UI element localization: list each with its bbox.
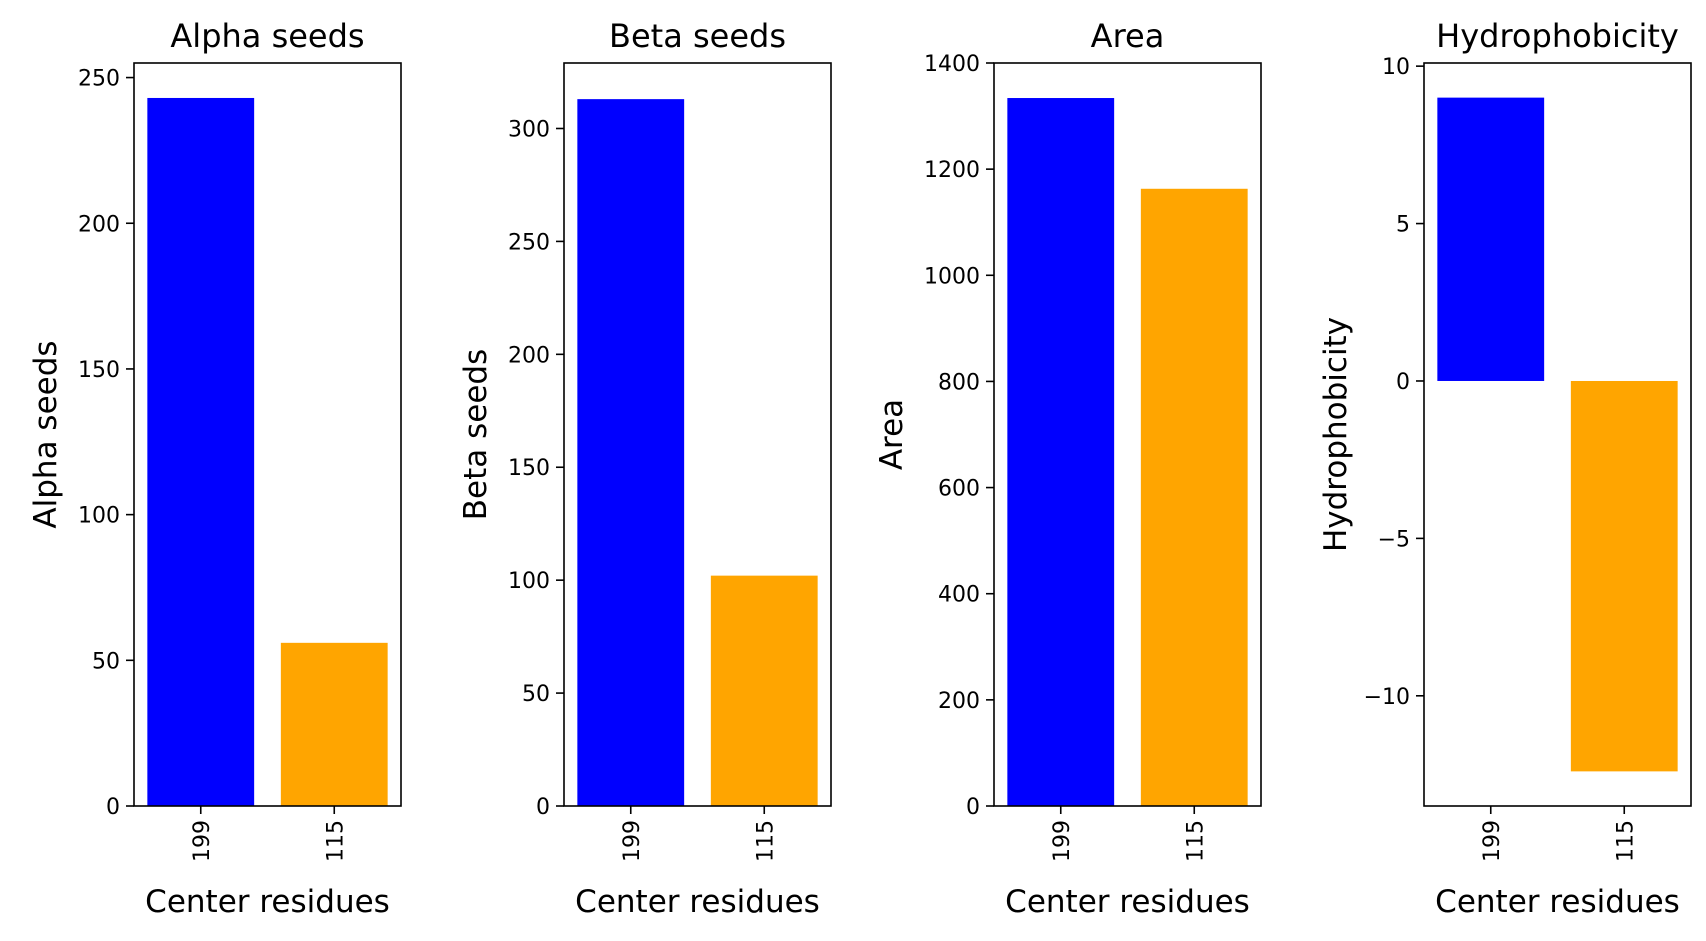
x-tick-label: 115 xyxy=(753,820,778,862)
y-tick-label: −5 xyxy=(1378,527,1410,552)
y-tick-label: 0 xyxy=(106,795,120,820)
bar-199 xyxy=(577,99,685,807)
bar-115 xyxy=(1570,380,1678,772)
x-tick-label: 199 xyxy=(1480,820,1505,862)
y-tick-label: 100 xyxy=(78,504,120,529)
y-tick-label: 200 xyxy=(508,343,550,368)
y-axis-label: Alpha seeds xyxy=(28,340,64,528)
x-axis-label: Center residues xyxy=(575,884,820,920)
x-tick-label: 199 xyxy=(1050,820,1075,862)
x-tick-label: 115 xyxy=(1613,820,1638,862)
x-tick-label: 199 xyxy=(190,820,215,862)
y-tick-label: 250 xyxy=(78,67,120,92)
y-tick-label: 200 xyxy=(78,212,120,237)
y-tick-label: 150 xyxy=(508,456,550,481)
bar-199 xyxy=(1437,97,1545,381)
y-tick-label: 1000 xyxy=(924,264,980,289)
chart-title: Beta seeds xyxy=(609,17,786,55)
chart-panel-2: 0 50 100 150 200 250 300 199 115 Beta seeds Center… xyxy=(458,17,832,920)
y-tick-label: 250 xyxy=(508,230,550,255)
y-axis-label: Hydrophobicity xyxy=(1318,317,1354,552)
y-tick-label: 800 xyxy=(938,370,980,395)
axes-frame xyxy=(133,62,402,807)
y-tick-label: 50 xyxy=(92,649,120,674)
chart-panel-4: −10 −5 0 5 10 199 115 Hydrophobicity Center resi… xyxy=(1318,17,1692,920)
x-axis-label: Center residues xyxy=(1435,884,1680,920)
axes-frame xyxy=(993,62,1262,807)
axes-frame xyxy=(563,62,832,807)
x-axis-label: Center residues xyxy=(1005,884,1250,920)
y-tick-label: 400 xyxy=(938,583,980,608)
x-tick-label: 199 xyxy=(620,820,645,862)
y-axis-label: Area xyxy=(874,399,910,470)
axes-frame xyxy=(1423,62,1692,807)
y-tick-label: 200 xyxy=(938,689,980,714)
x-tick-label: 115 xyxy=(1183,820,1208,862)
y-tick-label: 150 xyxy=(78,358,120,383)
bar-115 xyxy=(280,642,388,806)
y-axis-label: Beta seeds xyxy=(458,349,494,520)
chart-title: Alpha seeds xyxy=(170,17,364,55)
x-tick-label: 115 xyxy=(323,820,348,862)
chart-panel-1: 0 50 100 150 200 250 199 115 Alpha seeds Center r… xyxy=(28,17,402,920)
y-tick-label: 10 xyxy=(1382,55,1410,80)
chart-title: Area xyxy=(1091,17,1165,55)
y-tick-label: 0 xyxy=(966,795,980,820)
x-axis-label: Center residues xyxy=(145,884,390,920)
y-tick-label: 1400 xyxy=(924,52,980,77)
y-tick-label: 1200 xyxy=(924,158,980,183)
y-tick-label: 100 xyxy=(508,569,550,594)
bar-115 xyxy=(710,575,818,806)
y-tick-label: 5 xyxy=(1396,213,1410,238)
y-tick-label: 0 xyxy=(1396,370,1410,395)
bar-199 xyxy=(147,97,255,806)
bar-199 xyxy=(1007,98,1115,806)
chart-title: Hydrophobicity xyxy=(1436,17,1679,55)
y-tick-label: 0 xyxy=(536,795,550,820)
chart-panel-3: 0 200 400 600 800 1000 1200 1400 199 115 Area Cente… xyxy=(874,17,1262,920)
y-tick-label: 600 xyxy=(938,477,980,502)
y-tick-label: 300 xyxy=(508,117,550,142)
y-tick-label: 50 xyxy=(522,682,550,707)
y-tick-label: −10 xyxy=(1364,685,1410,710)
bar-115 xyxy=(1140,188,1248,806)
